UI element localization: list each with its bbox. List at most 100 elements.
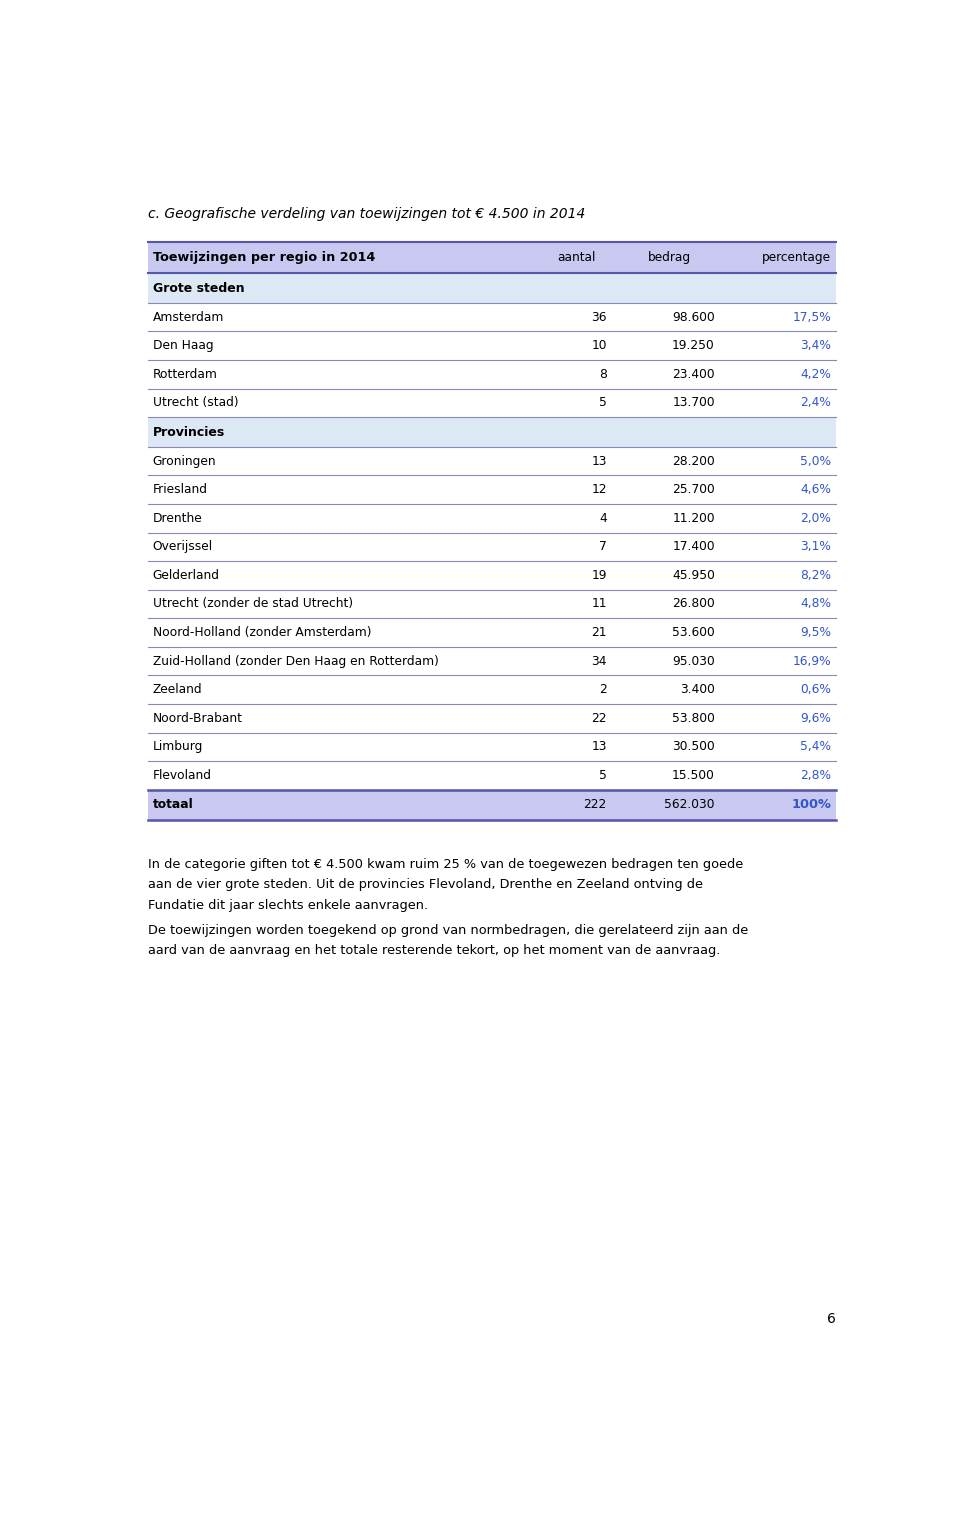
Text: 25.700: 25.700 — [672, 483, 715, 497]
Text: 21: 21 — [591, 627, 607, 639]
Text: 34: 34 — [591, 654, 607, 668]
Text: 562.030: 562.030 — [664, 798, 715, 812]
Bar — [148, 704, 836, 733]
Text: 13: 13 — [591, 454, 607, 468]
Text: 0,6%: 0,6% — [801, 683, 831, 696]
Text: totaal: totaal — [153, 798, 194, 812]
Bar — [148, 475, 836, 504]
Text: De toewijzingen worden toegekend op grond van normbedragen, die gerelateerd zijn: De toewijzingen worden toegekend op gron… — [148, 924, 749, 937]
Text: 22: 22 — [591, 712, 607, 725]
Text: Overijssel: Overijssel — [153, 540, 213, 553]
Text: Utrecht (stad): Utrecht (stad) — [153, 397, 238, 409]
Text: Flevoland: Flevoland — [153, 769, 212, 781]
Text: aantal: aantal — [557, 251, 595, 265]
Text: 13: 13 — [591, 740, 607, 754]
Bar — [148, 242, 836, 273]
Text: Toewijzingen per regio in 2014: Toewijzingen per regio in 2014 — [153, 251, 375, 265]
Text: 2: 2 — [599, 683, 607, 696]
Text: Rotterdam: Rotterdam — [153, 368, 218, 382]
Text: Groningen: Groningen — [153, 454, 216, 468]
Bar — [148, 533, 836, 562]
Text: 53.600: 53.600 — [672, 627, 715, 639]
Text: 98.600: 98.600 — [672, 310, 715, 324]
Bar — [148, 733, 836, 762]
Text: 11: 11 — [591, 598, 607, 610]
Text: Drenthe: Drenthe — [153, 512, 203, 525]
Bar — [148, 273, 836, 303]
Text: Fundatie dit jaar slechts enkele aanvragen.: Fundatie dit jaar slechts enkele aanvrag… — [148, 899, 428, 911]
Text: Den Haag: Den Haag — [153, 339, 213, 353]
Text: 2,8%: 2,8% — [801, 769, 831, 781]
Text: 9,5%: 9,5% — [801, 627, 831, 639]
Bar — [148, 360, 836, 389]
Text: 12: 12 — [591, 483, 607, 497]
Bar — [148, 389, 836, 418]
Text: Friesland: Friesland — [153, 483, 207, 497]
Text: 45.950: 45.950 — [672, 569, 715, 581]
Text: 3,1%: 3,1% — [801, 540, 831, 553]
Bar — [148, 332, 836, 360]
Text: 17,5%: 17,5% — [793, 310, 831, 324]
Bar — [148, 303, 836, 332]
Text: 4,2%: 4,2% — [801, 368, 831, 382]
Bar — [148, 418, 836, 447]
Text: Amsterdam: Amsterdam — [153, 310, 224, 324]
Text: 5: 5 — [599, 397, 607, 409]
Text: c. Geografische verdeling van toewijzingen tot € 4.500 in 2014: c. Geografische verdeling van toewijzing… — [148, 207, 586, 221]
Text: 19.250: 19.250 — [672, 339, 715, 353]
Bar — [148, 562, 836, 589]
Text: 95.030: 95.030 — [672, 654, 715, 668]
Text: 10: 10 — [591, 339, 607, 353]
Bar — [148, 447, 836, 475]
Bar — [148, 790, 836, 819]
Text: 15.500: 15.500 — [672, 769, 715, 781]
Text: 5: 5 — [599, 769, 607, 781]
Text: 4: 4 — [599, 512, 607, 525]
Text: Zuid-Holland (zonder Den Haag en Rotterdam): Zuid-Holland (zonder Den Haag en Rotterd… — [153, 654, 439, 668]
Text: 28.200: 28.200 — [672, 454, 715, 468]
Text: aard van de aanvraag en het totale resterende tekort, op het moment van de aanvr: aard van de aanvraag en het totale reste… — [148, 945, 721, 957]
Text: Noord-Brabant: Noord-Brabant — [153, 712, 243, 725]
Text: 3.400: 3.400 — [680, 683, 715, 696]
Text: Zeeland: Zeeland — [153, 683, 203, 696]
Text: 30.500: 30.500 — [672, 740, 715, 754]
Text: 19: 19 — [591, 569, 607, 581]
Bar — [148, 589, 836, 618]
Text: 26.800: 26.800 — [672, 598, 715, 610]
Text: 222: 222 — [584, 798, 607, 812]
Text: 53.800: 53.800 — [672, 712, 715, 725]
Text: Grote steden: Grote steden — [153, 282, 245, 295]
Text: 9,6%: 9,6% — [801, 712, 831, 725]
Text: 11.200: 11.200 — [672, 512, 715, 525]
Bar — [148, 675, 836, 704]
Text: 6: 6 — [827, 1313, 836, 1326]
Text: 4,8%: 4,8% — [801, 598, 831, 610]
Text: 16,9%: 16,9% — [793, 654, 831, 668]
Text: 36: 36 — [591, 310, 607, 324]
Bar — [148, 762, 836, 790]
Text: Utrecht (zonder de stad Utrecht): Utrecht (zonder de stad Utrecht) — [153, 598, 353, 610]
Text: 4,6%: 4,6% — [801, 483, 831, 497]
Text: 2,4%: 2,4% — [801, 397, 831, 409]
Bar — [148, 618, 836, 646]
Text: 7: 7 — [599, 540, 607, 553]
Text: In de categorie giften tot € 4.500 kwam ruim 25 % van de toegewezen bedragen ten: In de categorie giften tot € 4.500 kwam … — [148, 858, 744, 871]
Text: 8,2%: 8,2% — [801, 569, 831, 581]
Text: 2,0%: 2,0% — [801, 512, 831, 525]
Text: 100%: 100% — [791, 798, 831, 812]
Text: 5,4%: 5,4% — [801, 740, 831, 754]
Text: Noord-Holland (zonder Amsterdam): Noord-Holland (zonder Amsterdam) — [153, 627, 372, 639]
Text: bedrag: bedrag — [647, 251, 690, 265]
Bar — [148, 646, 836, 675]
Text: 5,0%: 5,0% — [801, 454, 831, 468]
Text: aan de vier grote steden. Uit de provincies Flevoland, Drenthe en Zeeland ontvin: aan de vier grote steden. Uit de provinc… — [148, 878, 704, 892]
Text: Limburg: Limburg — [153, 740, 204, 754]
Bar — [148, 504, 836, 533]
Text: 17.400: 17.400 — [672, 540, 715, 553]
Text: 23.400: 23.400 — [672, 368, 715, 382]
Text: 3,4%: 3,4% — [801, 339, 831, 353]
Text: 8: 8 — [599, 368, 607, 382]
Text: 13.700: 13.700 — [672, 397, 715, 409]
Text: Provincies: Provincies — [153, 425, 225, 439]
Text: percentage: percentage — [762, 251, 831, 265]
